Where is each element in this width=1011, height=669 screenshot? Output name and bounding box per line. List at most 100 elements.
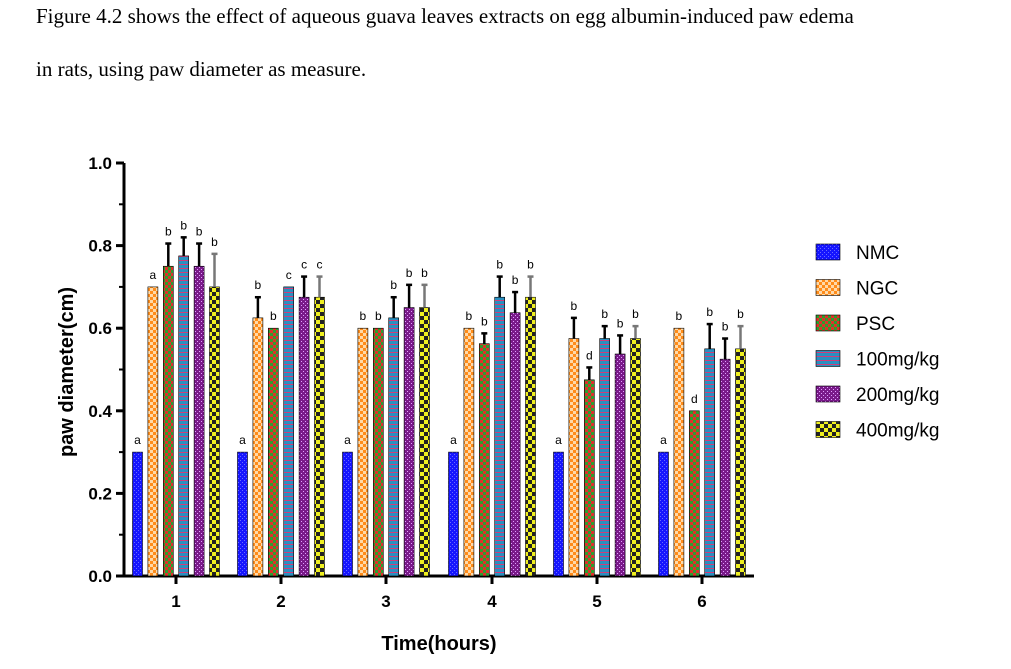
- y-tick-label: 0.8: [88, 237, 112, 256]
- x-tick-label: 5: [592, 592, 601, 611]
- significance-label: b: [211, 235, 218, 249]
- y-tick-label: 0.2: [88, 484, 112, 503]
- bar-400mg-kg-t1: [209, 286, 220, 577]
- bar-400mg-kg-t6: [735, 348, 746, 577]
- x-tick-label: 3: [381, 592, 390, 611]
- x-tick-label: 1: [171, 592, 180, 611]
- significance-label: a: [660, 433, 667, 447]
- significance-label: b: [406, 266, 413, 280]
- bar-400mg-kg-t2: [314, 296, 325, 577]
- significance-label: b: [390, 278, 397, 292]
- caption-line-2: in rats, using paw diameter as measure.: [36, 57, 367, 81]
- x-tick-label: 6: [697, 592, 706, 611]
- y-axis-title: paw diameter(cm): [56, 287, 78, 457]
- significance-label: b: [496, 258, 503, 272]
- bar-nmc-t4: [448, 451, 459, 577]
- significance-label: c: [286, 268, 292, 282]
- bar-100mg-kg-t6: [704, 348, 716, 577]
- x-axis-title: Time(hours): [381, 633, 496, 655]
- legend-swatch-nmc: [815, 243, 841, 261]
- bar-400mg-kg-t3: [419, 307, 430, 577]
- significance-label: b: [571, 299, 578, 313]
- bar-psc-t6: [688, 410, 700, 577]
- significance-label: b: [196, 225, 203, 239]
- bar-ngc-t5: [568, 338, 580, 577]
- y-tick-label: 1.0: [88, 154, 112, 173]
- significance-label: b: [527, 258, 534, 272]
- significance-label: b: [617, 316, 624, 330]
- significance-label: b: [512, 273, 519, 287]
- significance-label: b: [255, 278, 262, 292]
- significance-label: b: [737, 307, 744, 321]
- x-tick-label: 4: [487, 592, 497, 611]
- bar-psc-t4: [478, 343, 490, 577]
- bar-200mg-kg-t6: [719, 358, 731, 577]
- legend-swatch-psc: [815, 314, 841, 332]
- significance-label: b: [165, 225, 172, 239]
- legend-label: 200mg/kg: [856, 385, 939, 406]
- bar-nmc-t3: [342, 451, 353, 577]
- bar-psc-t5: [583, 379, 595, 577]
- significance-label: b: [601, 307, 608, 321]
- bar-200mg-kg-t1: [193, 265, 205, 577]
- legend-label: 100mg/kg: [856, 350, 939, 371]
- significance-label: a: [150, 268, 157, 282]
- significance-label: b: [722, 320, 729, 334]
- y-tick-label: 0.0: [88, 567, 112, 586]
- legend-label: NGC: [856, 279, 898, 300]
- y-tick-label: 0.6: [88, 319, 112, 338]
- bar-psc-t2: [267, 327, 279, 577]
- significance-label: b: [270, 309, 277, 323]
- significance-label: b: [706, 305, 713, 319]
- x-tick-label: 2: [276, 592, 285, 611]
- significance-label: b: [360, 309, 367, 323]
- bar-200mg-kg-t4: [509, 312, 521, 577]
- significance-label: b: [375, 309, 382, 323]
- bar-400mg-kg-t5: [630, 338, 641, 577]
- legend-label: PSC: [856, 314, 895, 335]
- bar-100mg-kg-t3: [388, 317, 400, 577]
- legend-swatch-200mg-kg: [815, 385, 841, 403]
- legend-label: NMC: [856, 243, 899, 264]
- legend-swatch-400mg-kg: [815, 421, 841, 438]
- legend-label: 400mg/kg: [856, 421, 939, 442]
- bar-ngc-t4: [463, 327, 475, 577]
- bar-100mg-kg-t4: [494, 296, 506, 577]
- significance-label: a: [134, 433, 141, 447]
- legend-swatch-100mg-kg: [815, 350, 841, 367]
- bar-ngc-t6: [673, 327, 685, 577]
- y-tick-label: 0.4: [88, 402, 112, 421]
- significance-label: b: [676, 309, 683, 323]
- bar-ngc-t2: [252, 317, 264, 577]
- significance-label: a: [239, 433, 246, 447]
- significance-label: a: [450, 433, 457, 447]
- significance-label: c: [317, 258, 323, 272]
- bar-200mg-kg-t3: [403, 307, 415, 577]
- significance-label: a: [344, 433, 351, 447]
- legend-swatch-ngc: [815, 279, 841, 296]
- bar-200mg-kg-t2: [298, 296, 310, 577]
- bar-nmc-t2: [237, 451, 248, 577]
- bar-nmc-t1: [132, 451, 143, 577]
- significance-label: b: [481, 314, 488, 328]
- significance-label: b: [466, 309, 473, 323]
- bar-200mg-kg-t5: [614, 353, 626, 577]
- bar-100mg-kg-t1: [178, 255, 189, 577]
- significance-label: a: [555, 433, 562, 447]
- caption-line-1: Figure 4.2 shows the effect of aqueous g…: [36, 4, 854, 28]
- significance-label: b: [632, 307, 639, 321]
- significance-label: c: [301, 258, 307, 272]
- significance-label: d: [691, 392, 698, 406]
- bar-100mg-kg-t2: [283, 286, 295, 577]
- bar-400mg-kg-t4: [525, 296, 536, 577]
- bar-psc-t1: [163, 265, 174, 577]
- bar-nmc-t6: [658, 451, 669, 577]
- bar-100mg-kg-t5: [599, 338, 611, 577]
- significance-label: b: [180, 218, 187, 232]
- significance-label: d: [586, 348, 593, 362]
- significance-label: b: [421, 266, 428, 280]
- bar-ngc-t3: [357, 327, 369, 577]
- bar-ngc-t1: [147, 286, 159, 577]
- bar-nmc-t5: [553, 451, 564, 577]
